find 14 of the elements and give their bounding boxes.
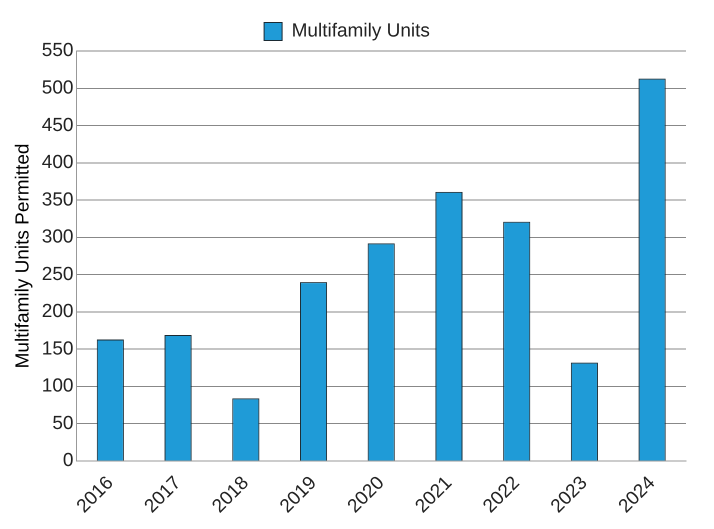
- y-tick-label: 0: [62, 450, 74, 472]
- y-tick-label: 500: [42, 78, 74, 99]
- legend-label: Multifamily Units: [292, 20, 430, 42]
- y-tick-label: 50: [52, 412, 74, 434]
- y-tick-label: 250: [42, 264, 74, 285]
- y-axis-title: Multifamily Units Permitted: [12, 144, 34, 368]
- y-tick-label: 100: [42, 376, 74, 397]
- y-tick-label: 550: [42, 40, 74, 62]
- y-tick-label: 450: [42, 114, 74, 136]
- y-tick-label: 350: [42, 189, 74, 210]
- y-tick-label: 150: [42, 338, 74, 360]
- y-tick-label: 400: [42, 152, 74, 174]
- y-tick-label: 200: [42, 301, 74, 322]
- y-tick-label: 300: [42, 226, 74, 248]
